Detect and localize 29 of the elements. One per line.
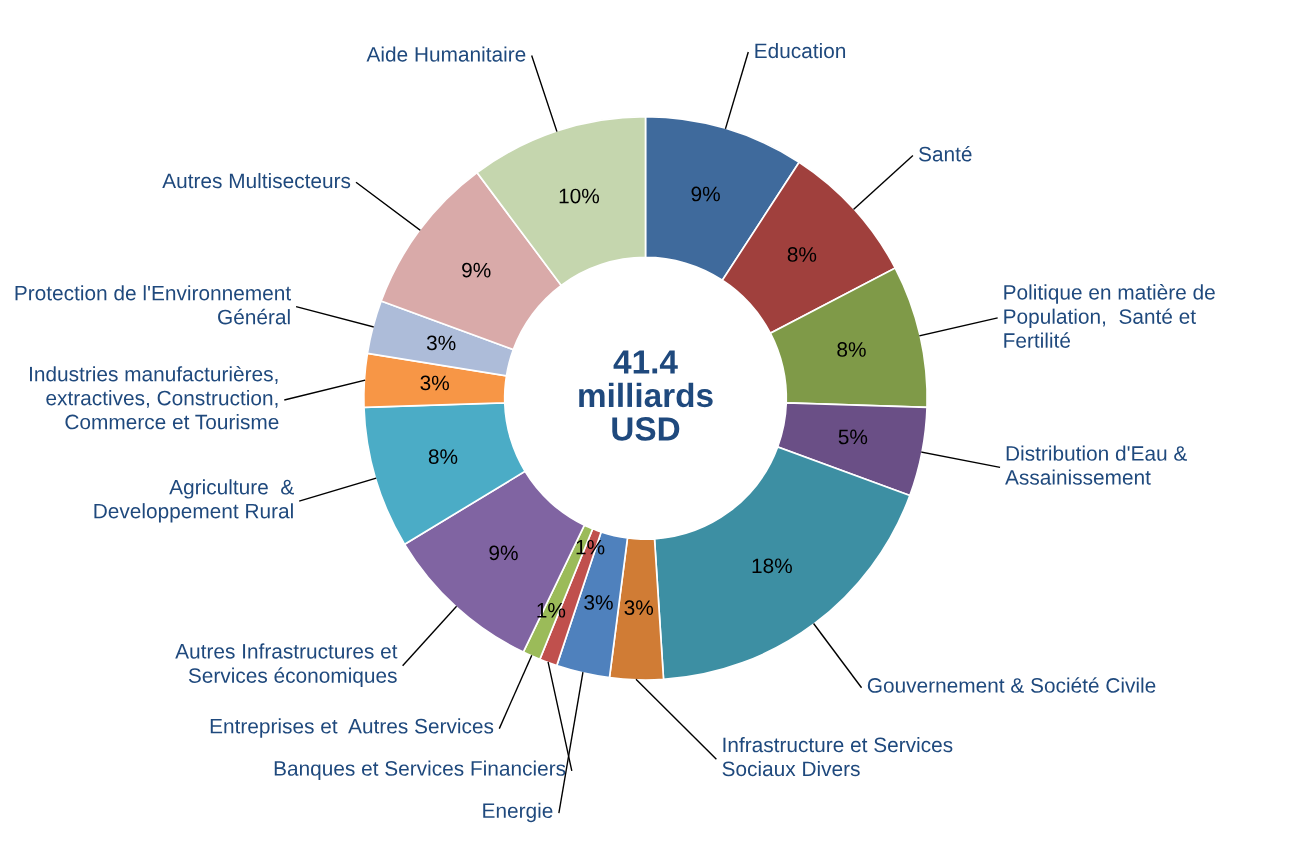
- data-label: 3%: [624, 600, 654, 616]
- data-label: 9%: [691, 186, 720, 202]
- slice-label: Politique en matière de Population, Santé et Fertilité: [1004, 284, 1215, 348]
- data-label: 9%: [462, 262, 491, 278]
- slice-label: Autres Multisecteurs: [162, 172, 351, 189]
- slice-label: Protection de l'Environnement Général: [15, 285, 291, 325]
- data-label: 3%: [420, 375, 449, 391]
- data-label: 9%: [489, 545, 518, 561]
- data-label: 8%: [428, 449, 458, 464]
- data-label: 3%: [584, 595, 613, 610]
- data-label: 8%: [787, 247, 817, 262]
- slice-label: Santé: [918, 145, 972, 162]
- slice-label: Industries manufacturières, extractives, Construction, Commerce et Tourisme: [30, 365, 279, 430]
- slice-label: Infrastructure et Services Sociaux Divers: [722, 736, 953, 777]
- slice-label: Distribution d'Eau & Assainissement: [1005, 445, 1188, 485]
- data-label: 3%: [426, 335, 456, 351]
- slice-label: Entreprises et Autres Services: [210, 718, 494, 738]
- slice-label: Aide Humanitaire: [366, 46, 526, 62]
- slice-label: Agriculture & Developpement Rural: [94, 479, 294, 523]
- data-label: 8%: [837, 342, 866, 357]
- text: 41.4 milliards USD: [579, 350, 713, 441]
- data-label: 18%: [752, 558, 792, 574]
- slice-label: Gouvernement & Société Civile: [867, 677, 1156, 693]
- data-label: 5%: [838, 429, 868, 445]
- data-label: 10%: [559, 188, 600, 204]
- slice-label: Energie: [483, 802, 553, 823]
- slice-label: Education: [755, 42, 846, 59]
- slice-label: Banques et Services Financiers: [274, 760, 566, 780]
- slice-label: Autres Infrastructures et Services économiques: [175, 643, 398, 688]
